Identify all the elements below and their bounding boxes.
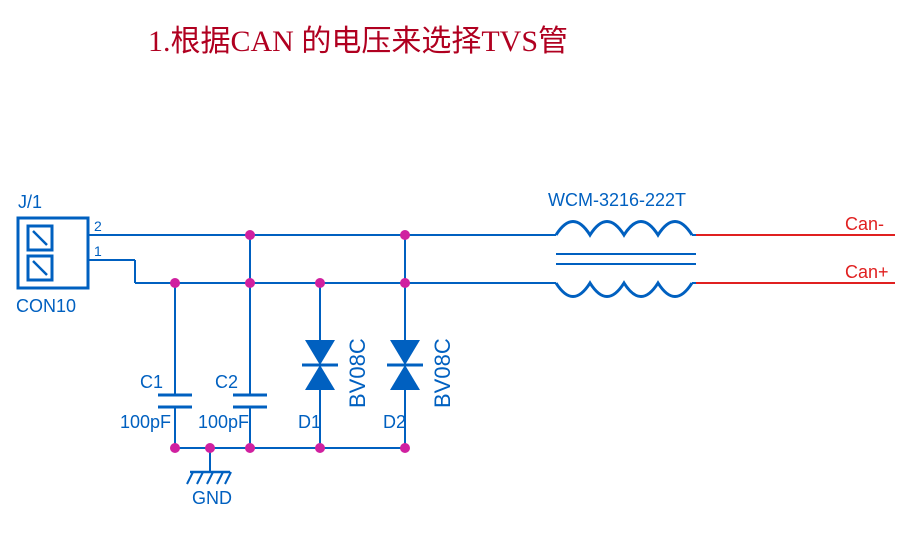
net-can-plus: Can+ <box>845 262 889 283</box>
junction-dot <box>315 278 325 288</box>
c1-value: 100pF <box>120 412 171 433</box>
junction-dot <box>170 443 180 453</box>
c2-ref: C2 <box>215 372 238 393</box>
junction-dot <box>400 443 410 453</box>
junction-dot <box>245 230 255 240</box>
junction-dot <box>400 230 410 240</box>
c1-ref: C1 <box>140 372 163 393</box>
junction-dot <box>315 443 325 453</box>
c2-value: 100pF <box>198 412 249 433</box>
choke-ref: WCM-3216-222T <box>548 190 686 211</box>
connector-name: CON10 <box>16 296 76 317</box>
junction-dot <box>170 278 180 288</box>
d1-value: BV08C <box>345 338 371 408</box>
schematic-canvas <box>0 0 908 554</box>
connector-ref: J/1 <box>18 192 42 213</box>
pin-number-1: 1 <box>94 243 102 259</box>
d2-value: BV08C <box>430 338 456 408</box>
ground-label: GND <box>192 488 232 509</box>
junction-dot <box>245 278 255 288</box>
junction-dot <box>400 278 410 288</box>
junction-dot <box>245 443 255 453</box>
common-mode-choke <box>556 222 696 297</box>
ground-symbol <box>187 472 231 484</box>
junction-dot <box>205 443 215 453</box>
d1-ref: D1 <box>298 412 321 433</box>
d2-ref: D2 <box>383 412 406 433</box>
net-can-minus: Can- <box>845 214 884 235</box>
pin-number-2: 2 <box>94 218 102 234</box>
